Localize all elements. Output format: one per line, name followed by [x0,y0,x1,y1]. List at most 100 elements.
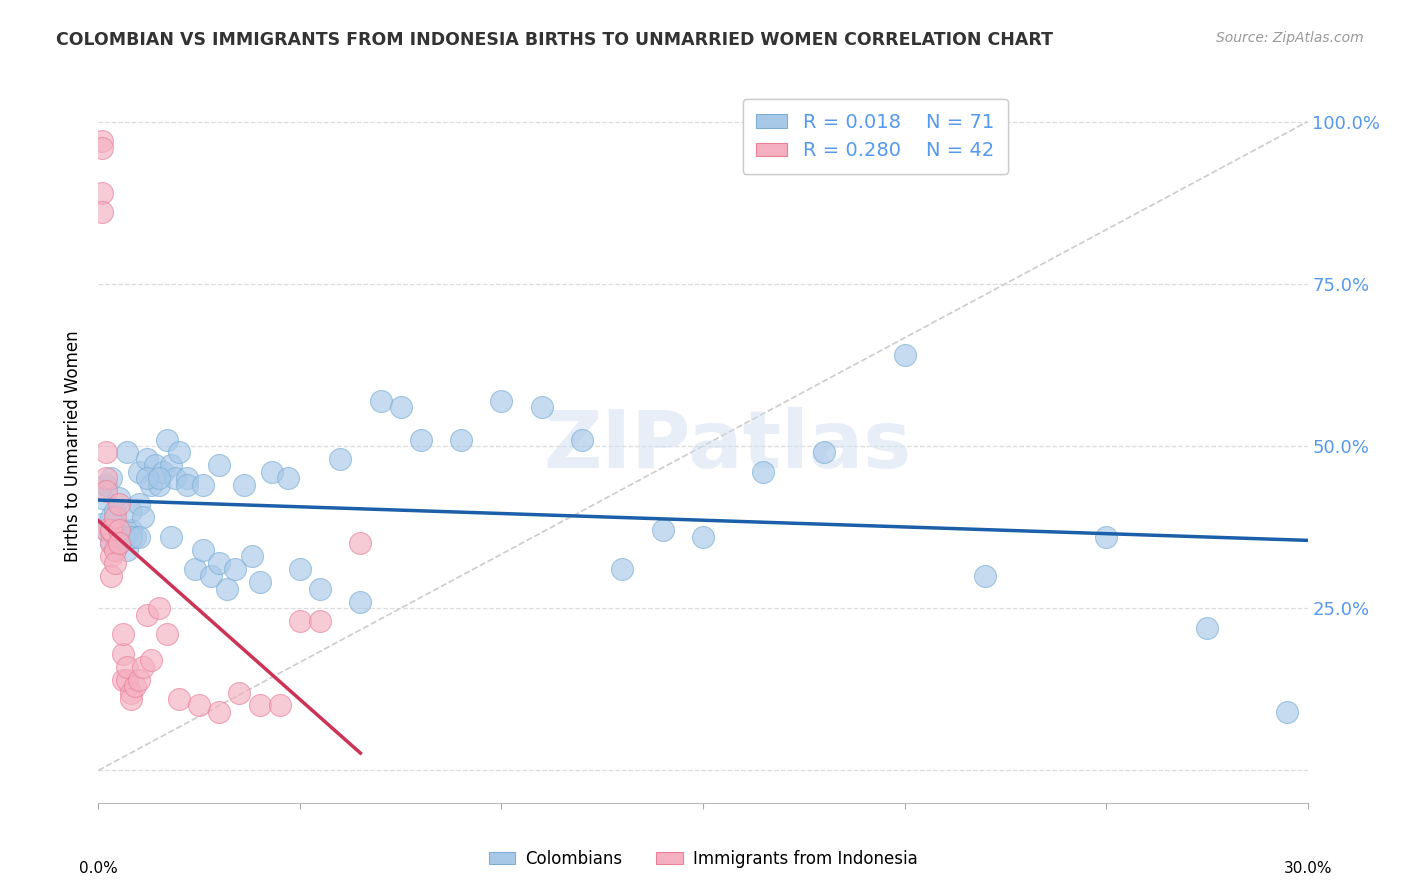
Point [450,433,472,447]
Point [115,445,138,459]
Point [370,393,392,408]
Point [176,471,198,485]
Point [389,400,412,414]
Point [107,536,129,550]
Point [139,653,162,667]
Point [103,510,125,524]
Point [135,607,157,622]
Point [200,568,222,582]
Point [132,510,155,524]
Point [120,685,142,699]
Point [309,614,332,628]
Point [208,556,231,570]
Point [100,536,122,550]
Point [156,627,179,641]
Point [115,673,138,687]
Text: Source: ZipAtlas.com: Source: ZipAtlas.com [1216,31,1364,45]
Point [132,659,155,673]
Point [167,692,190,706]
Point [96,484,118,499]
Point [96,471,118,485]
Point [100,510,122,524]
Point [103,542,125,557]
Point [893,348,915,362]
Point [120,692,142,706]
Point [530,400,553,414]
Point [163,471,186,485]
Point [288,614,311,628]
Legend: R = 0.018    N = 71, R = 0.280    N = 42: R = 0.018 N = 71, R = 0.280 N = 42 [742,99,1008,174]
Point [1195,621,1218,635]
Text: ZIPatlas: ZIPatlas [543,407,911,485]
Point [120,530,142,544]
Point [91,516,114,531]
Point [188,698,211,713]
Point [91,205,114,219]
Point [193,542,215,557]
Point [269,698,291,713]
Point [612,562,634,576]
Point [184,562,207,576]
Point [91,491,114,505]
Point [135,471,157,485]
Point [103,530,125,544]
Point [752,465,775,479]
Point [349,595,371,609]
Point [309,582,332,596]
Point [124,530,146,544]
Point [100,549,122,564]
Point [208,705,231,719]
Point [249,575,271,590]
Point [111,627,134,641]
Point [91,186,114,200]
Point [176,478,198,492]
Point [208,458,231,473]
Point [148,478,170,492]
Point [288,562,311,576]
Point [111,524,134,538]
Text: 0.0%: 0.0% [79,861,118,876]
Point [692,530,714,544]
Point [491,393,513,408]
Point [111,673,134,687]
Point [91,134,114,148]
Point [103,504,125,518]
Point [100,568,122,582]
Point [148,471,170,485]
Point [167,445,190,459]
Point [115,542,138,557]
Point [96,524,118,538]
Point [571,433,593,447]
Point [232,478,254,492]
Point [103,556,125,570]
Text: 30.0%: 30.0% [1284,861,1331,876]
Point [100,471,122,485]
Legend: Colombians, Immigrants from Indonesia: Colombians, Immigrants from Indonesia [482,844,924,875]
Point [100,524,122,538]
Point [139,478,162,492]
Point [115,659,138,673]
Point [128,465,150,479]
Point [156,433,179,447]
Text: COLOMBIAN VS IMMIGRANTS FROM INDONESIA BIRTHS TO UNMARRIED WOMEN CORRELATION CHA: COLOMBIAN VS IMMIGRANTS FROM INDONESIA B… [56,31,1053,49]
Point [107,524,129,538]
Point [813,445,835,459]
Point [100,524,122,538]
Point [120,524,142,538]
Point [96,445,118,459]
Point [349,536,371,550]
Point [128,530,150,544]
Point [128,673,150,687]
Point [217,582,239,596]
Point [152,465,174,479]
Point [193,478,215,492]
Point [228,685,250,699]
Point [111,530,134,544]
Point [128,497,150,511]
Point [107,497,129,511]
Point [160,458,183,473]
Point [143,458,166,473]
Point [249,698,271,713]
Point [148,601,170,615]
Point [107,536,129,550]
